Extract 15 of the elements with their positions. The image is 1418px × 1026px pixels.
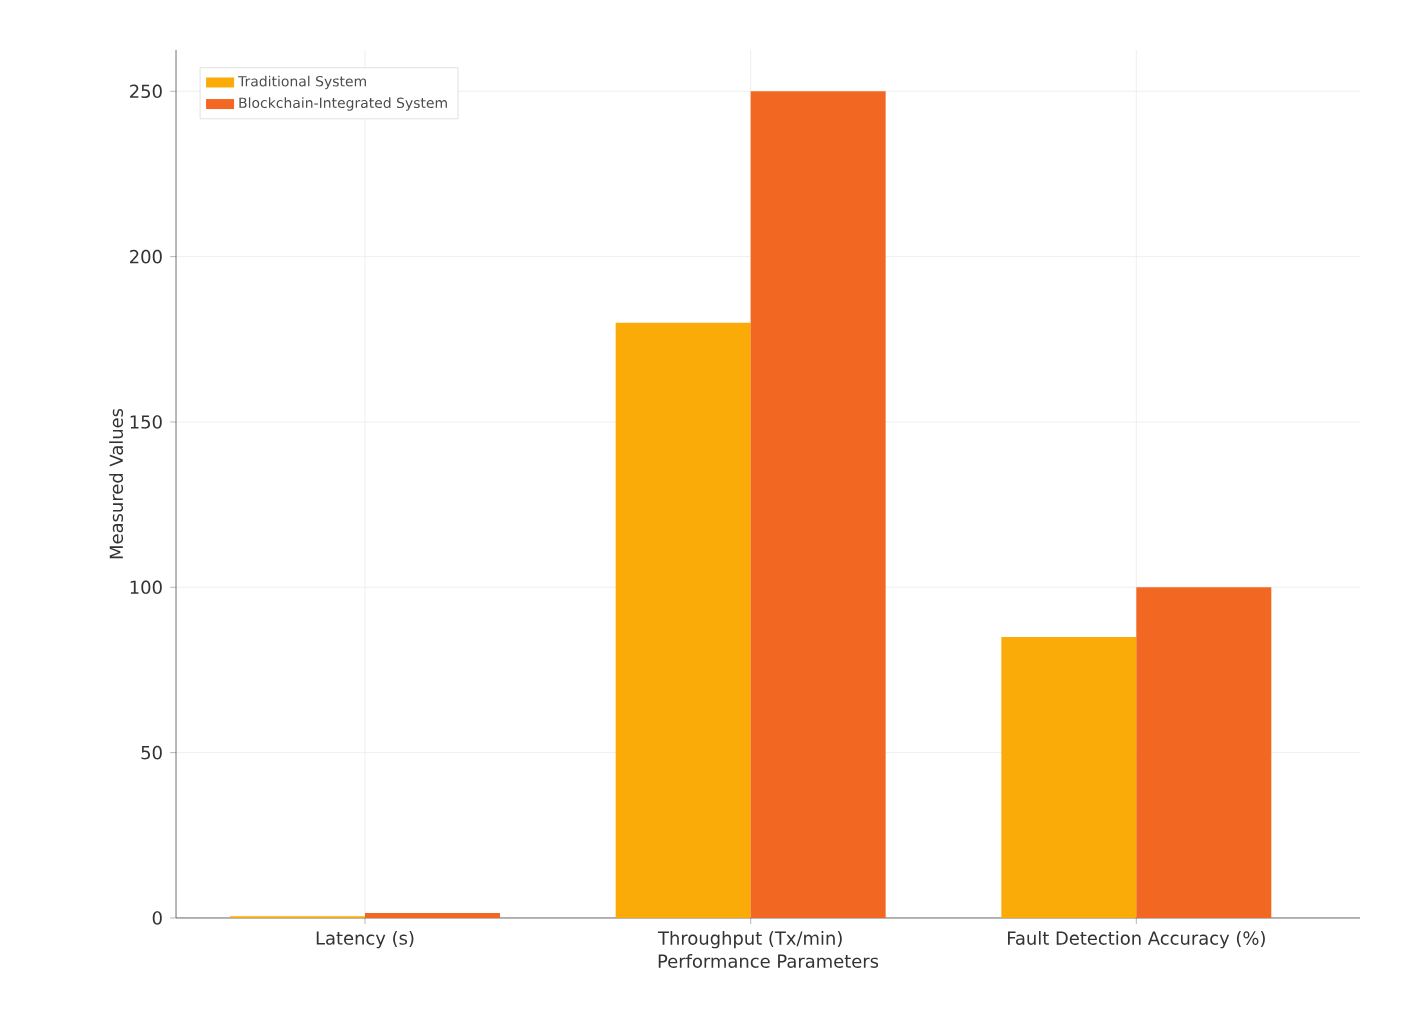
bar: [1001, 636, 1137, 918]
y-tick-label: 150: [130, 415, 162, 429]
y-tick-label: 0: [152, 911, 162, 925]
x-tick-label: Throughput (Tx/min): [657, 931, 842, 949]
bar: [750, 91, 886, 918]
y-axis-title: Measured Values: [109, 408, 124, 559]
x-tick-label: Fault Detection Accuracy (%): [1008, 931, 1265, 949]
bar: [1136, 587, 1272, 918]
y-tick-label: 200: [130, 249, 162, 264]
y-tick-label: 100: [130, 580, 162, 595]
y-tick-label: 250: [130, 84, 162, 99]
y-tick-label: 50: [141, 745, 162, 760]
x-tick-label: Latency (s): [316, 930, 414, 949]
bar: [615, 322, 751, 918]
x-axis-title: Performance Parameters: [658, 954, 879, 968]
